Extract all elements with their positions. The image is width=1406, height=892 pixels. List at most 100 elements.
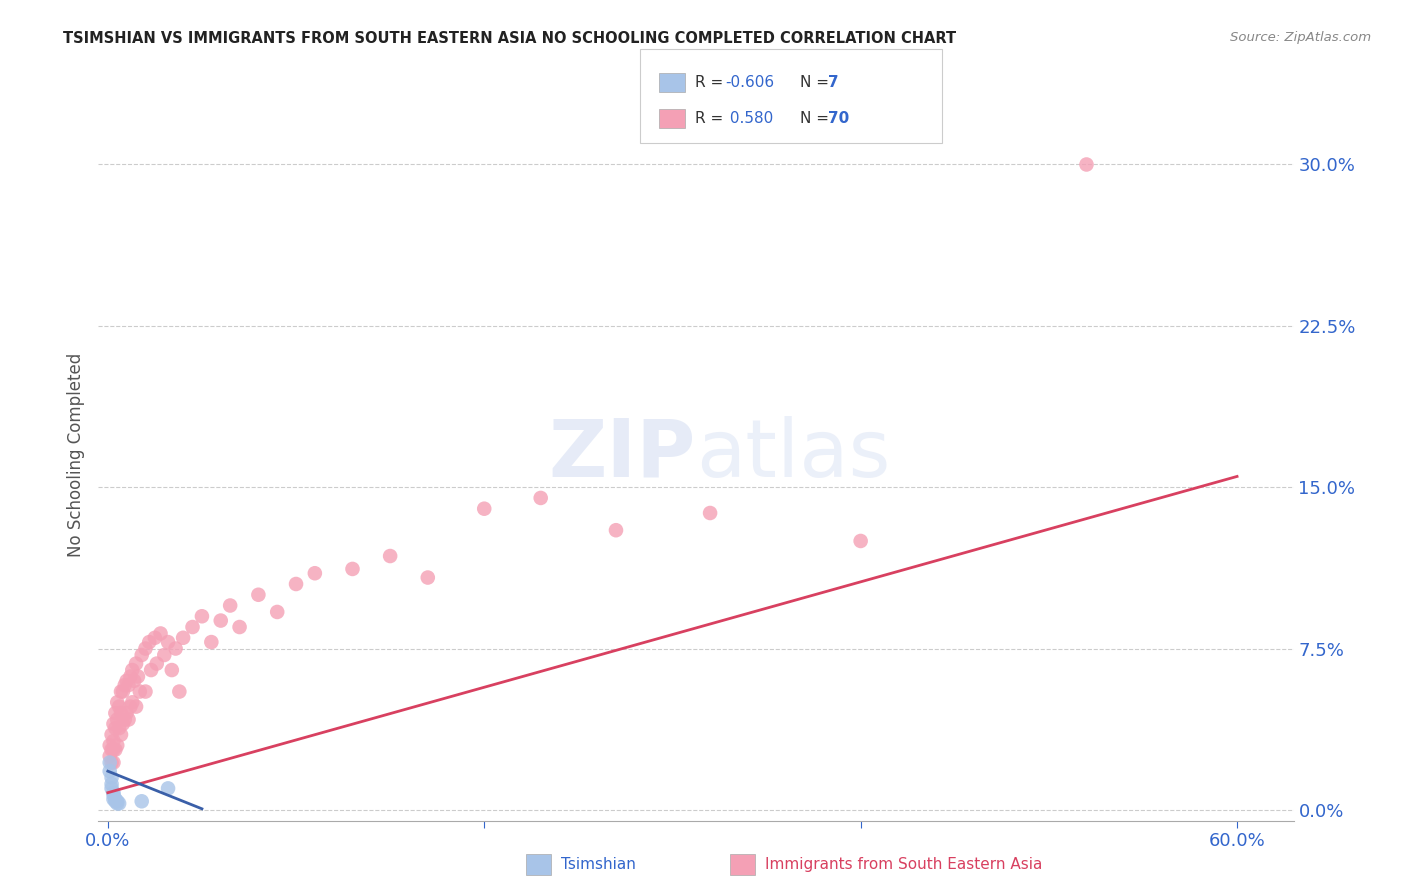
Point bbox=[103, 734, 125, 748]
Point bbox=[100, 771, 122, 785]
Text: TSIMSHIAN VS IMMIGRANTS FROM SOUTH EASTERN ASIA NO SCHOOLING COMPLETED CORRELATI: TSIMSHIAN VS IMMIGRANTS FROM SOUTH EASTE… bbox=[63, 31, 956, 46]
Point bbox=[98, 749, 121, 764]
Text: 0.580: 0.580 bbox=[725, 112, 773, 127]
Point bbox=[98, 764, 121, 779]
Point bbox=[285, 577, 308, 591]
Text: atlas: atlas bbox=[696, 416, 890, 494]
Point bbox=[103, 756, 125, 770]
Text: 70: 70 bbox=[828, 112, 849, 127]
Point bbox=[105, 797, 128, 811]
Point bbox=[165, 641, 187, 656]
Text: -0.606: -0.606 bbox=[725, 75, 775, 90]
Point bbox=[117, 713, 139, 727]
Point bbox=[98, 739, 121, 753]
Point bbox=[117, 678, 139, 692]
Point bbox=[104, 721, 127, 735]
Point bbox=[849, 533, 872, 548]
Text: Source: ZipAtlas.com: Source: ZipAtlas.com bbox=[1230, 31, 1371, 45]
Point bbox=[191, 609, 214, 624]
Point bbox=[122, 673, 145, 688]
Point bbox=[100, 742, 122, 756]
Point bbox=[143, 631, 166, 645]
Point bbox=[111, 684, 134, 698]
Point bbox=[157, 635, 180, 649]
Point bbox=[108, 797, 131, 811]
Point bbox=[228, 620, 250, 634]
Point bbox=[103, 792, 125, 806]
Point bbox=[530, 491, 553, 505]
Point bbox=[378, 549, 401, 563]
Text: N =: N = bbox=[800, 112, 834, 127]
Point bbox=[104, 792, 127, 806]
Point bbox=[153, 648, 176, 662]
Y-axis label: No Schooling Completed: No Schooling Completed bbox=[66, 353, 84, 557]
Point bbox=[104, 794, 127, 808]
Point bbox=[127, 669, 149, 683]
Point bbox=[200, 635, 222, 649]
Point bbox=[121, 695, 143, 709]
Point bbox=[115, 706, 138, 720]
Point bbox=[105, 794, 128, 808]
Point bbox=[100, 728, 122, 742]
Point bbox=[219, 599, 242, 613]
Point bbox=[115, 673, 138, 688]
Text: ZIP: ZIP bbox=[548, 416, 696, 494]
Point bbox=[247, 588, 270, 602]
Point bbox=[125, 699, 148, 714]
Point bbox=[98, 756, 121, 770]
Point bbox=[108, 721, 131, 735]
Point bbox=[131, 794, 153, 808]
Point bbox=[172, 631, 194, 645]
Point bbox=[104, 706, 127, 720]
Point bbox=[149, 626, 172, 640]
Point bbox=[103, 716, 125, 731]
Point bbox=[114, 713, 136, 727]
Point bbox=[105, 713, 128, 727]
Point bbox=[209, 614, 232, 628]
Text: R =: R = bbox=[695, 112, 728, 127]
Point bbox=[104, 742, 127, 756]
Point bbox=[605, 523, 627, 537]
Text: Immigrants from South Eastern Asia: Immigrants from South Eastern Asia bbox=[765, 857, 1042, 871]
Point bbox=[134, 641, 156, 656]
Point bbox=[108, 699, 131, 714]
Text: Tsimshian: Tsimshian bbox=[561, 857, 636, 871]
Text: 7: 7 bbox=[828, 75, 839, 90]
Point bbox=[100, 781, 122, 796]
Point bbox=[1076, 157, 1098, 171]
Point bbox=[103, 786, 125, 800]
Point bbox=[134, 684, 156, 698]
Point bbox=[169, 684, 191, 698]
Point bbox=[472, 501, 495, 516]
Point bbox=[100, 777, 122, 791]
Point bbox=[699, 506, 721, 520]
Text: N =: N = bbox=[800, 75, 834, 90]
Point bbox=[160, 663, 183, 677]
Point bbox=[128, 684, 150, 698]
Point bbox=[131, 648, 153, 662]
Point bbox=[138, 635, 160, 649]
Point bbox=[181, 620, 204, 634]
Point bbox=[121, 663, 143, 677]
Point bbox=[157, 781, 180, 796]
Point bbox=[103, 788, 125, 802]
Point bbox=[120, 669, 142, 683]
Point bbox=[110, 706, 132, 720]
Point bbox=[342, 562, 364, 576]
Point bbox=[103, 742, 125, 756]
Point bbox=[416, 570, 439, 584]
Point bbox=[304, 566, 326, 581]
Point bbox=[111, 716, 134, 731]
Point bbox=[266, 605, 288, 619]
Point bbox=[139, 663, 162, 677]
Point bbox=[110, 684, 132, 698]
Point bbox=[100, 756, 122, 770]
Point bbox=[114, 678, 136, 692]
Point bbox=[145, 657, 167, 671]
Point bbox=[105, 739, 128, 753]
Point bbox=[125, 657, 148, 671]
Text: R =: R = bbox=[695, 75, 728, 90]
Point bbox=[105, 695, 128, 709]
Point bbox=[110, 728, 132, 742]
Point bbox=[120, 699, 142, 714]
